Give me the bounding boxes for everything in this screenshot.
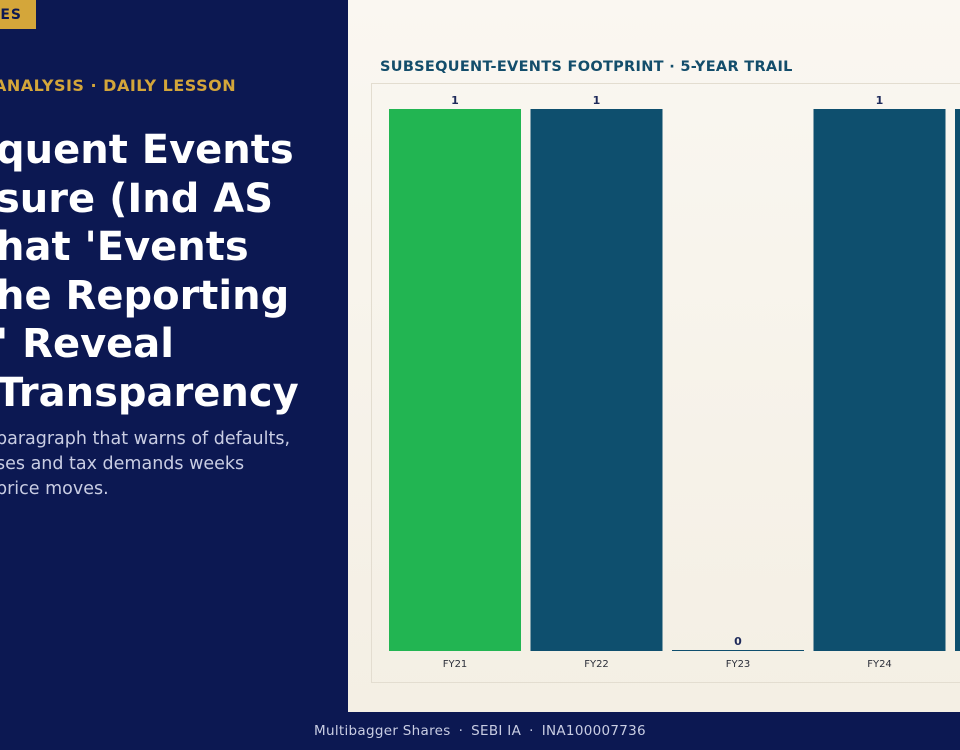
kicker-label: ANALYSIS · DAILY LESSON bbox=[0, 76, 237, 95]
x-tick-label: FY23 bbox=[726, 659, 751, 670]
data-label: 1 bbox=[451, 94, 459, 107]
bar-fy25 bbox=[955, 109, 960, 651]
x-tick-label: FY24 bbox=[867, 659, 892, 670]
deck-line: price moves. bbox=[0, 479, 109, 499]
footer-registration: SEBI IA bbox=[471, 723, 522, 739]
footer-separator: · bbox=[529, 723, 534, 739]
headline-line: sure (Ind AS bbox=[0, 175, 274, 222]
left-panel: ES ANALYSIS · DAILY LESSON quent Events … bbox=[0, 0, 348, 712]
footer-separator: · bbox=[458, 723, 464, 739]
headline-line: he Reporting bbox=[0, 272, 290, 319]
data-label: 0 bbox=[734, 635, 742, 648]
headline-line: ' Reveal bbox=[0, 321, 175, 367]
chart-panel: SUBSEQUENT-EVENTS FOOTPRINT · 5-YEAR TRA… bbox=[348, 0, 960, 712]
deck-line: paragraph that warns of defaults, bbox=[0, 429, 291, 449]
bar-chart: 1FY211FY220FY231FY241FY25 bbox=[389, 94, 960, 670]
chart-title: SUBSEQUENT-EVENTS FOOTPRINT · 5-YEAR TRA… bbox=[380, 59, 793, 75]
headline: quent Events sure (Ind AS hat 'Events he… bbox=[0, 126, 348, 417]
footer: Multibagger Shares · SEBI IA · INA100007… bbox=[0, 712, 960, 750]
bar-fy22 bbox=[530, 109, 663, 651]
footer-brand: Multibagger Shares bbox=[314, 723, 451, 739]
x-tick-label: FY22 bbox=[584, 659, 609, 670]
deck-line: ses and tax demands weeks bbox=[0, 454, 245, 474]
data-label: 1 bbox=[876, 94, 884, 107]
deck-text: paragraph that warns of defaults, ses an… bbox=[0, 427, 348, 502]
chart-frame: 1FY211FY220FY231FY241FY25 bbox=[371, 83, 960, 683]
data-label: 1 bbox=[593, 94, 601, 107]
bar-fy21 bbox=[389, 109, 521, 651]
headline-line: Transparency bbox=[0, 369, 299, 416]
footer-registration-number: INA100007736 bbox=[541, 723, 646, 739]
x-tick-label: FY21 bbox=[443, 659, 468, 670]
bar-fy23 bbox=[672, 650, 804, 651]
headline-line: quent Events bbox=[0, 127, 294, 173]
section-tag: ES bbox=[0, 0, 36, 29]
bar-fy24 bbox=[813, 109, 946, 651]
headline-line: hat 'Events bbox=[0, 224, 249, 270]
